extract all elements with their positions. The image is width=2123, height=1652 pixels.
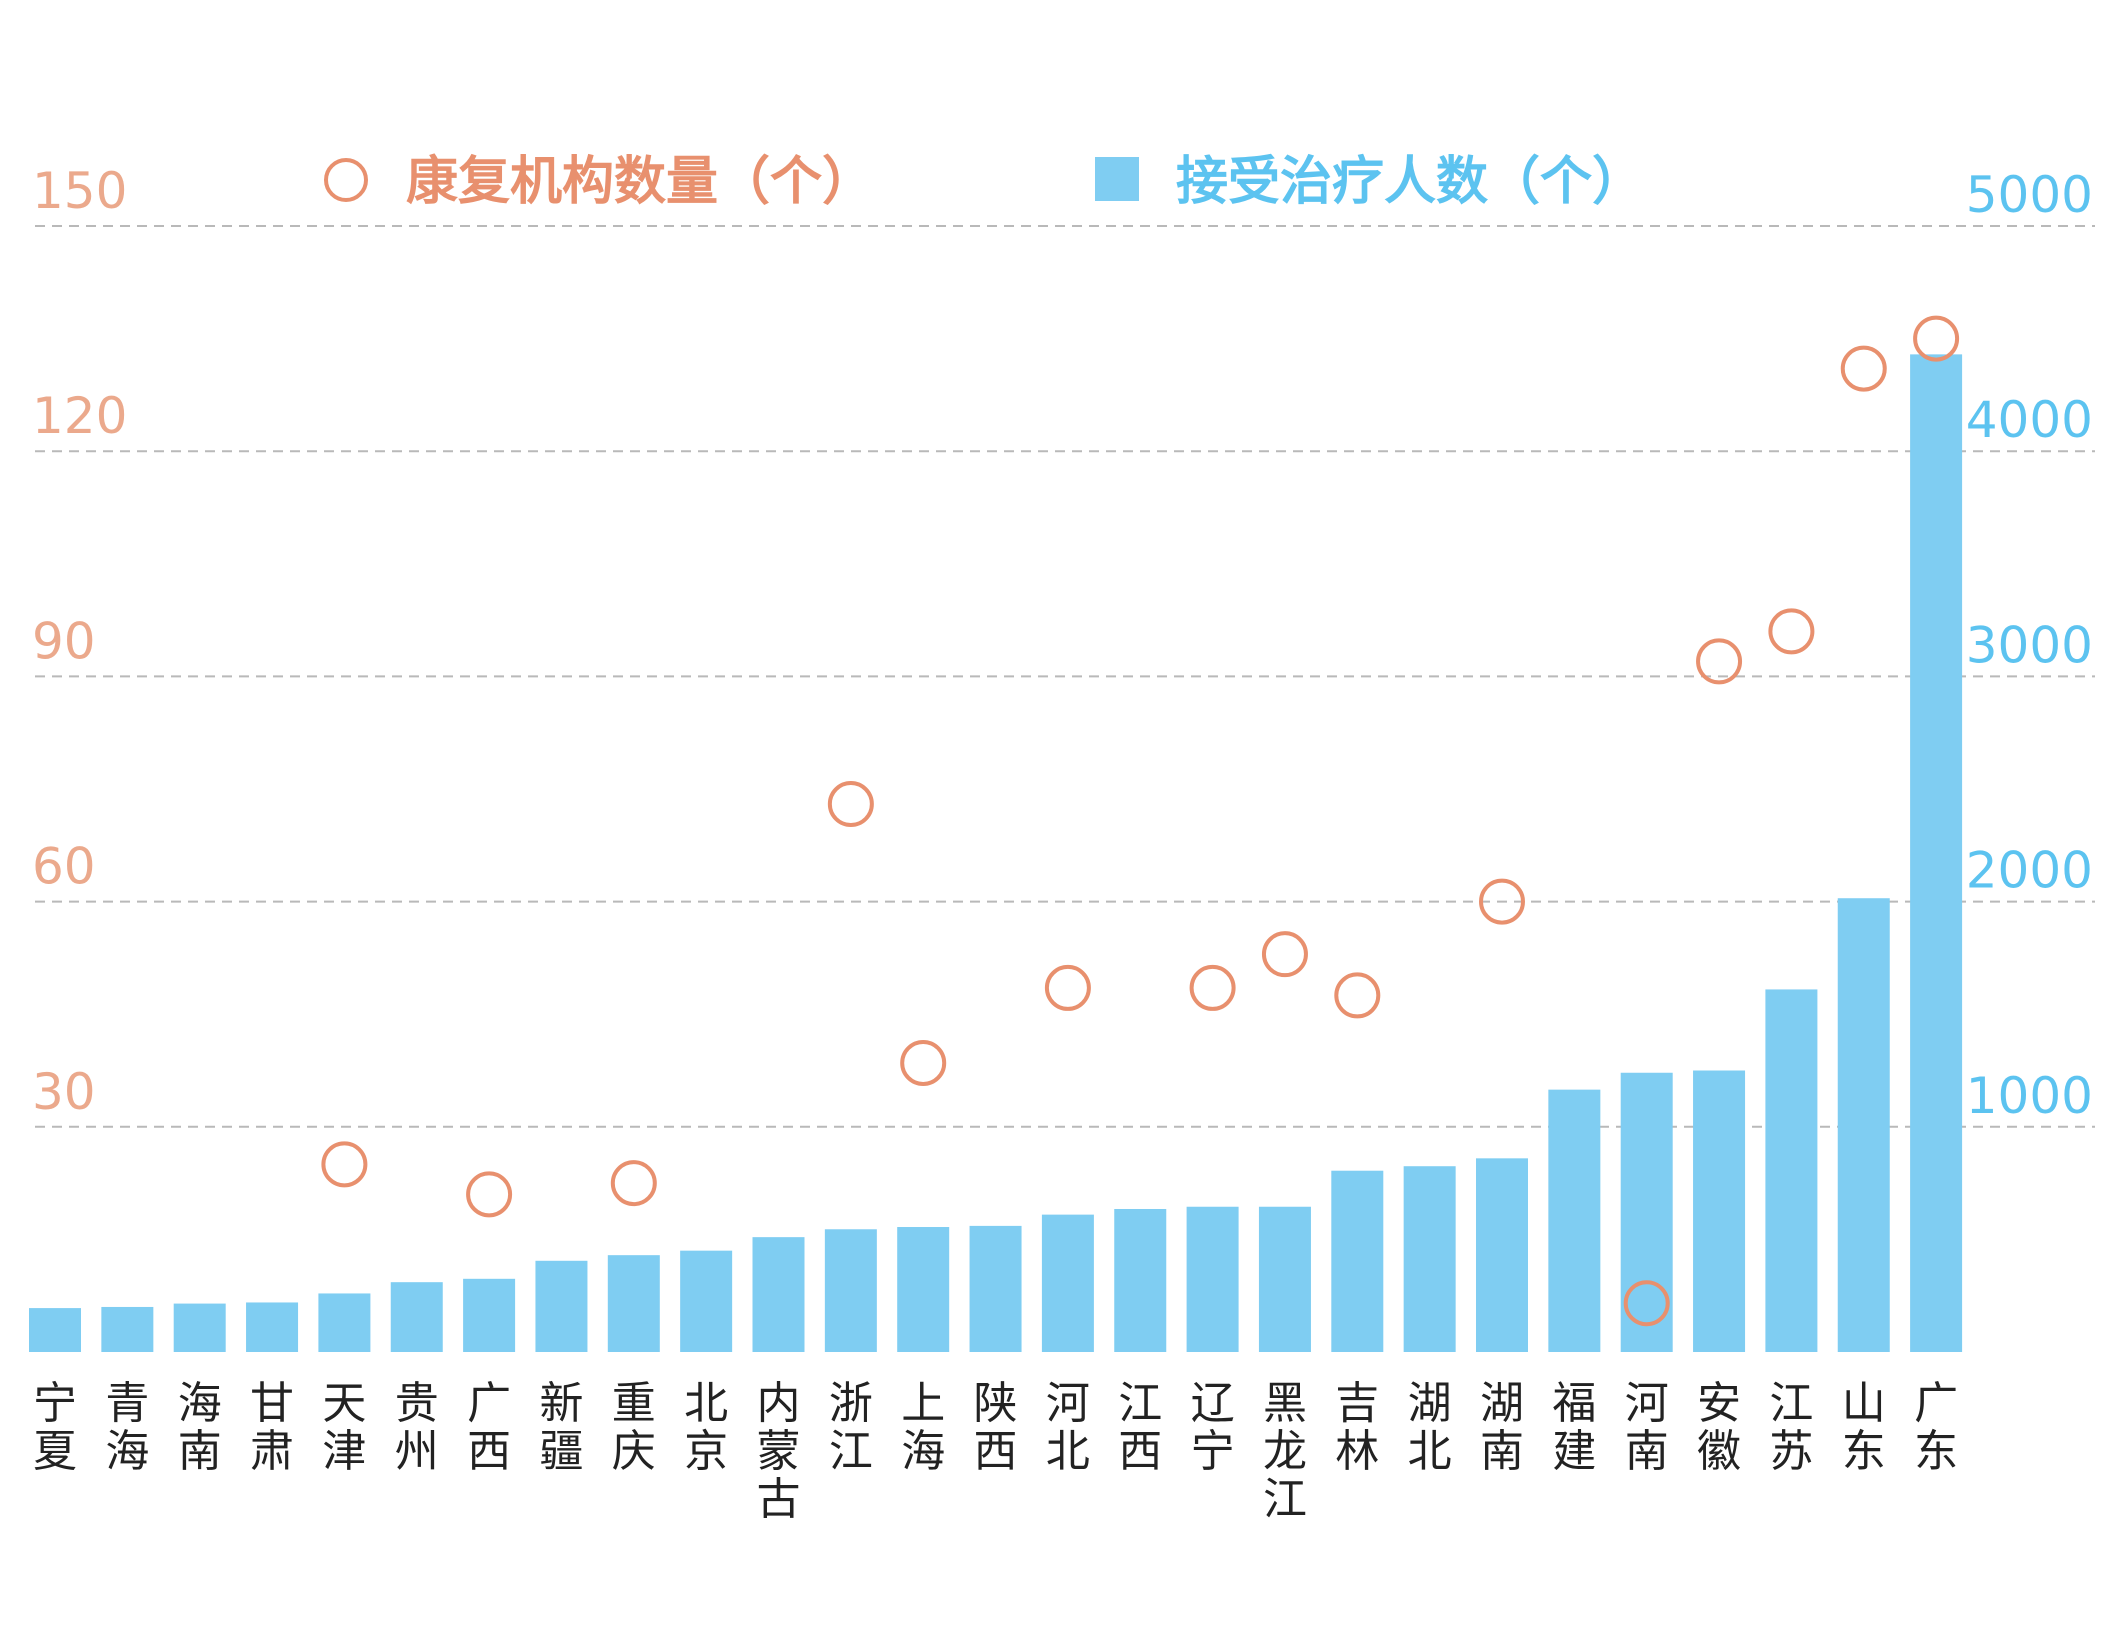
- bar: [1041, 1214, 1094, 1352]
- category-label: 上海: [901, 1378, 945, 1477]
- circle-point: [321, 1141, 368, 1188]
- circle-point: [466, 1171, 513, 1218]
- legend-circle-label: 康复机构数量（个）: [406, 152, 874, 212]
- bar: [101, 1306, 154, 1352]
- category-label: 湖南: [1480, 1378, 1524, 1477]
- category-label: 北京: [684, 1378, 728, 1477]
- bar: [680, 1250, 733, 1352]
- bar: [1114, 1208, 1167, 1352]
- circle-point: [1913, 315, 1960, 362]
- left-tick-label: 150: [32, 162, 127, 220]
- bar: [463, 1278, 516, 1352]
- legend-circle-marker: [324, 158, 368, 202]
- category-label: 辽宁: [1191, 1378, 1235, 1477]
- bar: [824, 1229, 877, 1352]
- category-label: 浙江: [829, 1378, 873, 1477]
- bar: [1765, 989, 1818, 1352]
- category-label: 黑龙江: [1263, 1378, 1307, 1525]
- right-axis: 1000 2000 3000 4000 5000: [1966, 166, 2093, 1125]
- bar: [1548, 1089, 1601, 1352]
- gridlines: [35, 225, 2095, 1128]
- right-tick-label: 5000: [1966, 166, 2093, 224]
- left-axis: 30 60 90 120 150: [32, 162, 127, 1121]
- category-label: 吉林: [1335, 1378, 1379, 1477]
- circle-point: [900, 1039, 947, 1086]
- bar: [1476, 1158, 1528, 1352]
- bar: [390, 1282, 443, 1352]
- left-tick-label: 60: [32, 838, 96, 896]
- bar: [969, 1225, 1022, 1352]
- bar-series: [29, 354, 1963, 1352]
- category-label: 重庆: [612, 1378, 656, 1477]
- category-label: 内蒙古: [757, 1378, 801, 1525]
- category-label: 河南: [1625, 1378, 1669, 1477]
- category-label: 广西: [467, 1378, 511, 1477]
- circle-point: [1044, 964, 1091, 1011]
- left-tick-label: 120: [32, 387, 127, 445]
- bar: [1910, 354, 1963, 1352]
- circle-point: [610, 1160, 657, 1207]
- bar: [1186, 1206, 1239, 1352]
- bar: [29, 1308, 81, 1352]
- circle-point: [1189, 964, 1236, 1011]
- bar: [535, 1260, 588, 1352]
- bar: [897, 1227, 950, 1352]
- category-label: 甘肃: [250, 1378, 294, 1477]
- bar: [1403, 1166, 1456, 1352]
- circle-point: [1334, 972, 1381, 1019]
- bar: [246, 1302, 299, 1352]
- category-label: 江西: [1118, 1378, 1162, 1477]
- left-tick-label: 90: [32, 612, 96, 670]
- circle-point: [1261, 931, 1308, 978]
- bar: [607, 1255, 660, 1352]
- right-tick-label: 1000: [1966, 1067, 2093, 1125]
- category-label: 福建: [1552, 1378, 1596, 1477]
- bar: [173, 1303, 226, 1352]
- circle-point: [1623, 1280, 1670, 1327]
- category-label: 河北: [1046, 1378, 1090, 1477]
- bar: [1258, 1206, 1311, 1352]
- legend-bar-label: 接受治疗人数（个）: [1176, 152, 1644, 212]
- category-label: 湖北: [1408, 1378, 1452, 1477]
- right-tick-label: 4000: [1966, 391, 2093, 449]
- category-label: 贵州: [395, 1378, 439, 1477]
- category-label: 山东: [1842, 1378, 1886, 1477]
- bar: [1837, 898, 1890, 1352]
- bar: [1693, 1070, 1746, 1352]
- circle-point: [1840, 345, 1887, 392]
- circle-point: [1696, 638, 1743, 685]
- category-label: 安徽: [1697, 1378, 1741, 1477]
- category-label: 陕西: [974, 1378, 1018, 1477]
- bar: [1620, 1072, 1673, 1352]
- category-label: 青海: [105, 1378, 149, 1477]
- category-labels: 宁夏青海海南甘肃天津贵州广西新疆重庆北京内蒙古浙江上海陕西河北江西辽宁黑龙江吉林…: [33, 1378, 1958, 1525]
- legend-bar-marker: [1095, 157, 1139, 201]
- category-label: 宁夏: [33, 1378, 77, 1477]
- right-tick-label: 3000: [1966, 616, 2093, 674]
- right-tick-label: 2000: [1966, 842, 2093, 900]
- bar: [752, 1237, 805, 1352]
- circle-point: [827, 781, 874, 828]
- left-tick-label: 30: [32, 1063, 96, 1121]
- category-label: 新疆: [539, 1378, 583, 1477]
- category-label: 广东: [1914, 1378, 1958, 1477]
- bar: [1331, 1170, 1384, 1352]
- legend: 康复机构数量（个） 接受治疗人数（个）: [324, 152, 1644, 212]
- circle-point: [1768, 608, 1815, 655]
- category-label: 天津: [322, 1378, 366, 1477]
- category-label: 江苏: [1769, 1378, 1813, 1477]
- circle-point: [1479, 878, 1525, 925]
- circle-series: [321, 315, 1960, 1327]
- category-label: 海南: [178, 1378, 222, 1477]
- bar: [318, 1293, 371, 1352]
